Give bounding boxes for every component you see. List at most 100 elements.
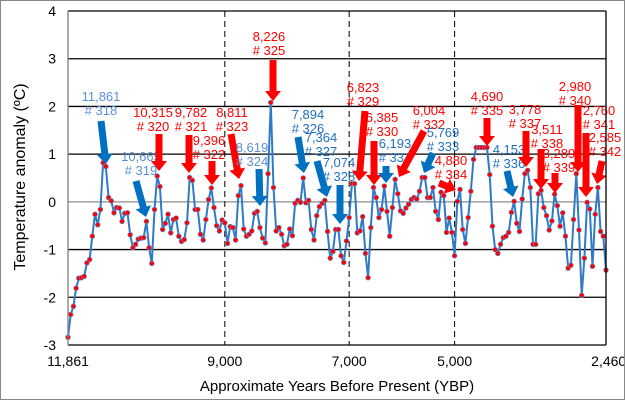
annotation-325: 8,226# 325	[253, 29, 285, 101]
data-point	[373, 194, 379, 201]
data-point	[335, 226, 342, 233]
data-point	[519, 196, 525, 202]
arrow-icon	[503, 170, 519, 197]
annotation-id: # 337	[509, 116, 542, 131]
y-tick-label: -2	[44, 289, 57, 305]
data-point	[346, 214, 352, 221]
data-point	[224, 240, 231, 247]
arrow-icon	[204, 161, 220, 185]
annotation-334: 4,880# 334	[435, 153, 467, 194]
data-point	[189, 177, 196, 184]
annotation-id: # 329	[347, 94, 380, 109]
data-point	[86, 256, 93, 263]
data-point	[489, 223, 496, 229]
annotation-year: 6,193	[379, 136, 412, 151]
data-point	[403, 205, 409, 211]
annotation-year: 2,585	[589, 130, 622, 145]
annotation-year: 6,823	[347, 80, 380, 95]
annotation-318: 11,861# 318	[82, 89, 121, 164]
arrow-icon	[332, 185, 348, 224]
x-tick-label: 11,861	[47, 353, 89, 369]
annotation-id: # 336	[493, 156, 526, 171]
annotation-id: # 328	[323, 169, 356, 184]
annotation-year: 10,315	[133, 105, 173, 120]
data-point	[73, 285, 79, 291]
data-point	[124, 210, 131, 216]
annotation-year: 4,690	[471, 89, 504, 104]
data-point	[149, 260, 155, 267]
data-point	[589, 263, 596, 270]
data-point	[557, 223, 563, 229]
gridlines	[68, 10, 606, 346]
data-point	[365, 274, 371, 281]
data-point	[454, 198, 461, 205]
data-point	[584, 199, 590, 206]
annotation-year: 7,894	[292, 107, 325, 122]
annotation-id: # 342	[589, 144, 622, 159]
annotation-id: # 335	[471, 103, 504, 118]
data-point	[284, 241, 290, 248]
annotation-id: # 319	[125, 163, 158, 178]
data-point	[146, 244, 152, 251]
annotation-id: # 324	[236, 154, 269, 169]
annotation-339: 3,289# 339	[543, 146, 575, 193]
annotation-328: 7,074# 328	[323, 155, 356, 224]
data-point	[97, 206, 104, 213]
data-point	[343, 238, 350, 244]
data-point	[249, 228, 255, 234]
data-point	[313, 212, 320, 219]
annotation-year: 11,861	[82, 89, 121, 104]
data-point	[157, 183, 163, 190]
x-tick-label: 2,460	[591, 353, 625, 369]
annotation-324: 8,619# 324	[236, 140, 269, 206]
data-point	[119, 218, 125, 225]
y-tick-label: -3	[44, 337, 57, 353]
data-point	[386, 233, 393, 239]
annotation-year: 4,153	[493, 142, 526, 157]
data-point	[300, 175, 306, 181]
data-point	[497, 241, 504, 248]
data-point	[549, 218, 555, 224]
data-point	[468, 188, 474, 195]
annotation-340: 2,980# 340	[559, 79, 591, 172]
data-point	[527, 184, 534, 191]
annotation-322: 9,396# 322	[193, 133, 226, 185]
y-tick-label: 3	[48, 51, 56, 67]
data-point	[492, 246, 498, 253]
data-point	[195, 206, 201, 213]
arrow-icon	[420, 151, 437, 173]
annotation-id: # 318	[85, 103, 118, 118]
arrow-icon	[570, 105, 586, 172]
data-point	[216, 228, 223, 234]
data-point	[516, 228, 523, 235]
data-point	[405, 201, 412, 207]
annotation-id: # 331	[379, 150, 412, 165]
annotation-id: # 321	[175, 119, 208, 134]
data-point	[116, 205, 123, 211]
data-point	[541, 204, 547, 211]
data-point	[278, 231, 285, 238]
annotation-id: # 332	[413, 117, 446, 132]
arrow-icon	[518, 131, 534, 167]
data-point	[451, 253, 458, 259]
data-point	[232, 237, 239, 243]
data-point	[357, 228, 363, 234]
data-point	[578, 292, 585, 299]
data-point	[151, 206, 158, 213]
annotation-id: # 326	[292, 121, 325, 136]
data-point	[92, 211, 98, 218]
annotation-341: 2,760# 341	[578, 103, 615, 197]
annotation-id: # 338	[531, 136, 564, 151]
arrow-icon	[366, 141, 382, 185]
y-tick-label: 1	[48, 146, 56, 162]
data-point	[570, 216, 577, 223]
data-point	[416, 188, 423, 195]
data-point	[443, 229, 450, 236]
data-point	[459, 226, 466, 233]
annotation-year: 9,396	[193, 133, 226, 148]
arrow-icon	[132, 180, 151, 217]
annotation-336: 4,153# 336	[493, 142, 526, 197]
data-point	[532, 241, 539, 248]
